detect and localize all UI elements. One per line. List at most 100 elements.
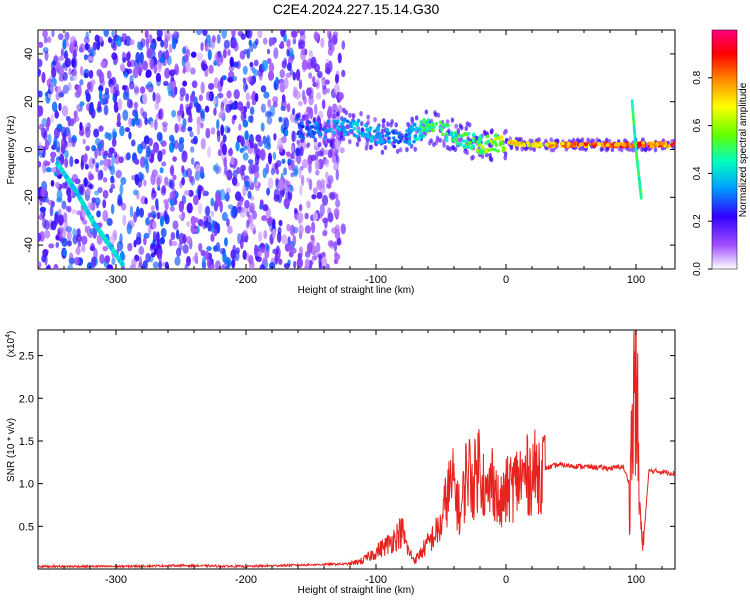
noise-blob bbox=[190, 94, 195, 101]
noise-blob bbox=[84, 42, 89, 51]
noise-blob bbox=[190, 67, 196, 75]
noise-blob bbox=[162, 124, 168, 133]
noise-blob bbox=[191, 80, 198, 89]
signal-blob bbox=[362, 132, 366, 136]
noise-blob bbox=[335, 198, 341, 208]
noise-blob bbox=[186, 202, 193, 214]
noise-blob bbox=[134, 110, 139, 123]
noise-blob bbox=[155, 92, 161, 104]
noise-blob bbox=[200, 137, 206, 150]
signal-halo bbox=[456, 128, 461, 134]
signal-halo bbox=[436, 112, 441, 118]
noise-blob bbox=[107, 152, 113, 158]
signal-blob bbox=[341, 118, 346, 122]
signal-halo bbox=[364, 145, 369, 151]
noise-blob bbox=[266, 142, 272, 150]
noise-blob bbox=[172, 220, 179, 230]
noise-blob bbox=[205, 215, 212, 225]
noise-blob bbox=[233, 89, 240, 100]
signal-blob bbox=[486, 139, 491, 144]
signal-blob bbox=[584, 142, 588, 147]
signal-blob bbox=[493, 147, 497, 152]
noise-blob bbox=[223, 237, 228, 247]
noise-blob bbox=[48, 243, 55, 249]
noise-blob bbox=[117, 198, 124, 207]
noise-blob bbox=[214, 260, 221, 269]
noise-blob bbox=[41, 71, 46, 84]
signal-halo bbox=[631, 147, 636, 153]
noise-blob bbox=[143, 232, 150, 239]
noise-blob bbox=[174, 123, 179, 134]
signal-halo bbox=[381, 123, 386, 129]
noise-blob bbox=[51, 60, 57, 66]
signal-halo bbox=[589, 138, 594, 144]
noise-blob bbox=[278, 116, 283, 123]
noise-blob bbox=[194, 170, 201, 181]
noise-blob bbox=[299, 30, 305, 36]
noise-blob bbox=[182, 46, 187, 55]
noise-blob bbox=[223, 258, 229, 264]
noise-blob bbox=[216, 34, 221, 44]
noise-blob bbox=[115, 83, 119, 93]
signal-blob bbox=[425, 124, 429, 129]
signal-blob bbox=[454, 133, 458, 138]
signal-halo bbox=[432, 141, 436, 148]
noise-blob bbox=[194, 251, 199, 262]
signal-halo bbox=[607, 138, 612, 144]
noise-blob bbox=[297, 212, 304, 224]
signal-halo bbox=[576, 137, 580, 143]
signal-blob bbox=[372, 129, 377, 133]
noise-blob bbox=[185, 168, 193, 178]
noise-blob bbox=[43, 36, 48, 44]
y-tick-label: 40 bbox=[23, 48, 35, 60]
noise-blob bbox=[109, 187, 113, 194]
noise-blob bbox=[248, 39, 252, 47]
noise-blob bbox=[261, 59, 268, 72]
noise-blob bbox=[147, 86, 153, 93]
noise-blob bbox=[72, 228, 77, 237]
noise-blob bbox=[184, 190, 190, 196]
noise-blob bbox=[322, 85, 328, 96]
noise-blob bbox=[126, 222, 132, 235]
signal-halo bbox=[351, 112, 356, 119]
signal-halo bbox=[503, 155, 507, 161]
noise-blob bbox=[257, 250, 263, 257]
noise-blob bbox=[291, 130, 295, 143]
noise-blob bbox=[333, 241, 338, 252]
noise-blob bbox=[51, 30, 55, 38]
noise-blob bbox=[208, 64, 214, 74]
noise-blob bbox=[173, 30, 179, 39]
noise-blob bbox=[69, 42, 75, 54]
noise-blob bbox=[84, 225, 88, 233]
noise-blob bbox=[98, 70, 103, 79]
noise-blob bbox=[98, 149, 102, 157]
noise-blob bbox=[58, 102, 62, 112]
signal-blob bbox=[326, 129, 331, 133]
noise-blob bbox=[161, 184, 166, 194]
y-tick-label: -20 bbox=[23, 189, 35, 205]
noise-blob bbox=[65, 226, 73, 233]
signal-halo bbox=[365, 141, 369, 147]
noise-blob bbox=[50, 113, 54, 124]
signal-halo bbox=[433, 112, 438, 118]
signal-blob bbox=[387, 131, 391, 135]
noise-blob bbox=[50, 156, 55, 163]
noise-blob bbox=[39, 206, 47, 213]
noise-blob bbox=[49, 205, 54, 217]
noise-blob bbox=[190, 146, 195, 153]
signal-halo bbox=[318, 122, 323, 128]
noise-blob bbox=[264, 242, 269, 251]
noise-blob bbox=[301, 158, 309, 169]
noise-blob bbox=[150, 58, 154, 70]
colorbar-tick-label: 0.6 bbox=[692, 118, 703, 132]
signal-blob bbox=[424, 129, 429, 133]
noise-blob bbox=[126, 68, 133, 75]
noise-blob bbox=[272, 151, 277, 161]
signal-halo bbox=[442, 138, 446, 144]
noise-blob bbox=[329, 122, 334, 129]
noise-blob bbox=[189, 176, 194, 184]
noise-blob bbox=[92, 158, 96, 165]
signal-blob bbox=[481, 145, 485, 150]
signal-halo bbox=[302, 115, 307, 121]
noise-blob bbox=[76, 228, 81, 237]
